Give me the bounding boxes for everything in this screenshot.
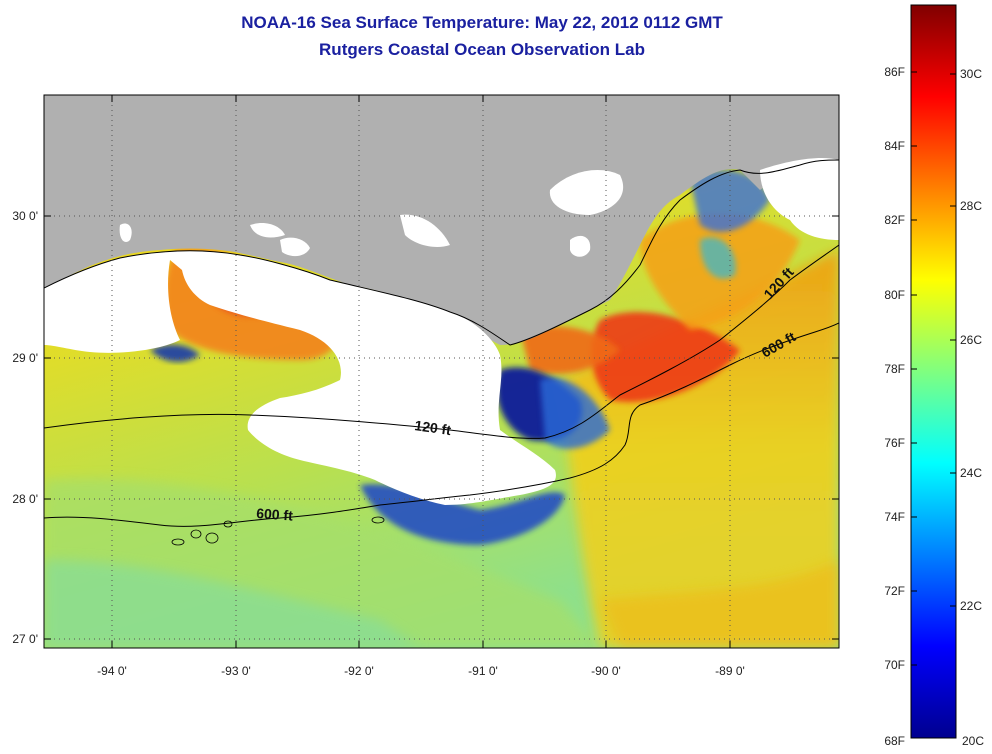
contour-ring — [190, 529, 202, 539]
cool-water-band — [44, 560, 420, 648]
cold-patch-south — [360, 484, 565, 545]
frame-ticks — [44, 95, 839, 648]
coastline — [44, 159, 839, 346]
colorbar-f-label: 86F — [884, 65, 905, 79]
warm-patch-delta — [591, 311, 740, 402]
colorbar-f-label: 80F — [884, 288, 905, 302]
map-subtitle: Rutgers Coastal Ocean Observation Lab — [319, 40, 645, 59]
lon-label: -90 0' — [591, 664, 621, 678]
colorbar-c-label: 26C — [960, 333, 982, 347]
contour-600ft — [44, 322, 839, 527]
lon-label: -92 0' — [344, 664, 374, 678]
cloud-patch-inland-1 — [280, 237, 310, 257]
colorbar-f-label: 84F — [884, 139, 905, 153]
lat-label: 30 0' — [12, 209, 38, 223]
warm-patch-shelf — [520, 326, 620, 374]
lon-label: -94 0' — [97, 664, 127, 678]
cloud-patch-inland-3 — [119, 223, 132, 243]
lat-label: 29 0' — [12, 351, 38, 365]
cloud-patch-north — [549, 170, 624, 215]
colorbar-c-label: 28C — [960, 199, 982, 213]
cloud-patch-inland-5 — [400, 214, 450, 247]
contour-label-120ft-shelf: 120 ft — [414, 417, 453, 438]
cool-patch-northeast — [700, 237, 736, 279]
cold-patch-mid — [540, 378, 610, 449]
colorbar-f-label: 82F — [884, 213, 905, 227]
lon-label: -89 0' — [715, 664, 745, 678]
colorbar-c-label: 22C — [960, 599, 982, 613]
colorbar-c-label: 24C — [960, 466, 982, 480]
contour-ring — [171, 538, 185, 546]
colorbar-f-label: 74F — [884, 510, 905, 524]
lat-label: 27 0' — [12, 632, 38, 646]
colorbar-f-label: 68F — [884, 734, 905, 748]
cloud-cover-central — [44, 250, 556, 505]
land-louisiana — [44, 95, 839, 345]
lat-label: 28 0' — [12, 492, 38, 506]
map-title: NOAA-16 Sea Surface Temperature: May 22,… — [241, 13, 723, 32]
colorbar-c-label: 20C — [962, 734, 984, 748]
colorbar-f-label: 70F — [884, 658, 905, 672]
cloud-patch-inland-4 — [250, 223, 285, 238]
colorbar: 86F 84F 82F 80F 78F 76F 74F 72F 70F 68F … — [884, 4, 984, 748]
contour-label-600ft-west: 600 ft — [256, 505, 294, 524]
cloud-patch-northeast — [760, 158, 839, 240]
cold-patch-small — [150, 344, 200, 362]
colorbar-f-label: 72F — [884, 584, 905, 598]
colorbar-c-label: 30C — [960, 67, 982, 81]
contour-ring — [205, 532, 219, 544]
contour-ring — [223, 520, 233, 528]
warm-water-southeast — [600, 560, 839, 648]
contour-120ft — [44, 244, 839, 439]
map-frame — [43, 94, 840, 649]
colorbar-f-label: 78F — [884, 362, 905, 376]
colorbar-f-label: 76F — [884, 436, 905, 450]
lon-label: -93 0' — [221, 664, 251, 678]
colorbar-scale — [910, 4, 957, 739]
contour-ring — [371, 516, 385, 524]
lon-label: -91 0' — [468, 664, 498, 678]
cloud-patch-inland-2 — [570, 235, 591, 257]
graticule — [44, 95, 839, 648]
map-area — [44, 95, 839, 648]
